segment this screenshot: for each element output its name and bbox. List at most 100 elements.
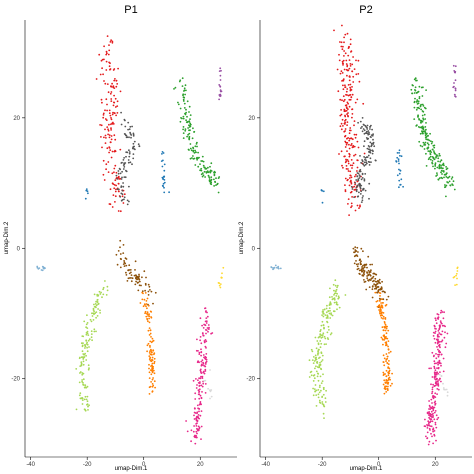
cell-point [146, 344, 149, 347]
cell-point [435, 175, 437, 177]
cell-point [152, 302, 154, 305]
cell-point [75, 408, 78, 411]
cell-point [360, 190, 363, 193]
cell-point [200, 396, 203, 399]
cell-point [423, 113, 426, 116]
cell-point [310, 374, 313, 377]
cell-point [101, 146, 103, 149]
cell-point [428, 408, 430, 410]
cell-point [273, 266, 276, 269]
cell-point [379, 306, 382, 309]
cell-point [414, 77, 417, 80]
cell-point [439, 362, 442, 365]
cell-point [127, 128, 129, 131]
cell-point [162, 185, 165, 188]
cell-point [413, 118, 416, 120]
cell-point [434, 165, 437, 167]
cell-point [193, 418, 196, 420]
cell-point [221, 276, 223, 279]
cell-point [347, 84, 350, 86]
cell-point [312, 387, 314, 390]
cell-point [153, 360, 156, 363]
cell-point [438, 359, 441, 362]
points-p2 [270, 24, 459, 446]
cell-point [196, 416, 198, 419]
cell-point [83, 320, 86, 323]
cell-point [386, 382, 389, 385]
cell-point [418, 85, 421, 88]
cell-point [198, 407, 201, 410]
cell-point [333, 294, 335, 296]
cell-point [188, 129, 190, 132]
cell-point [209, 165, 211, 168]
cell-point [414, 97, 416, 100]
cell-point [349, 76, 351, 78]
cell-point [130, 136, 132, 139]
cell-point [205, 353, 208, 355]
cell-point [362, 163, 365, 166]
cell-point [456, 270, 459, 272]
cell-point [378, 278, 381, 281]
cell-point [421, 145, 424, 148]
cell-point [414, 86, 417, 89]
cell-point [385, 379, 388, 381]
cell-point [213, 185, 216, 187]
cell-point [201, 385, 204, 388]
cell-point [420, 108, 422, 111]
cell-point [112, 194, 115, 197]
cell-point [418, 96, 421, 98]
cell-point [322, 309, 324, 311]
cell-point [442, 382, 444, 385]
cell-point [437, 388, 440, 391]
cell-point [123, 193, 126, 196]
cell-point [321, 395, 324, 398]
cell-point [114, 78, 116, 80]
cell-point [347, 178, 349, 181]
cell-point [219, 90, 222, 93]
cell-point [363, 129, 366, 132]
cell-point [346, 150, 348, 153]
cell-point [356, 159, 359, 162]
cell-point [277, 267, 280, 270]
cell-point [117, 250, 120, 252]
cell-point [435, 439, 437, 442]
cell-point [377, 280, 380, 283]
cell-point [92, 319, 95, 321]
cell-point [188, 105, 191, 108]
cell-point [146, 317, 149, 320]
cell-point [361, 160, 364, 163]
cell-point [441, 339, 444, 342]
cell-point [201, 324, 204, 327]
cell-point [426, 437, 429, 439]
cell-point [449, 184, 452, 187]
cell-point [104, 128, 106, 131]
cell-point [363, 266, 366, 269]
cell-point [443, 176, 445, 179]
cell-point [214, 171, 217, 174]
cell-point [435, 353, 437, 355]
cell-point [163, 181, 166, 184]
cell-point [102, 173, 105, 176]
cell-point [424, 118, 427, 120]
cell-point [85, 354, 87, 357]
cell-point [82, 356, 85, 359]
cell-point [369, 279, 372, 281]
cell-point [210, 332, 213, 335]
cell-point [182, 117, 185, 120]
cell-point [344, 135, 346, 138]
cell-point [350, 176, 353, 179]
cell-point [138, 280, 141, 283]
cell-point [432, 156, 435, 159]
cell-point [448, 180, 451, 183]
cell-point [145, 315, 148, 318]
cell-point [440, 169, 443, 172]
cell-point [188, 132, 191, 135]
cell-point [122, 263, 125, 265]
cell-point [317, 379, 320, 382]
cell-point [385, 391, 388, 393]
cell-point [110, 85, 113, 88]
cell-point [437, 178, 440, 181]
cell-point [374, 291, 377, 294]
cell-point [413, 78, 416, 81]
cell-point [201, 172, 204, 175]
